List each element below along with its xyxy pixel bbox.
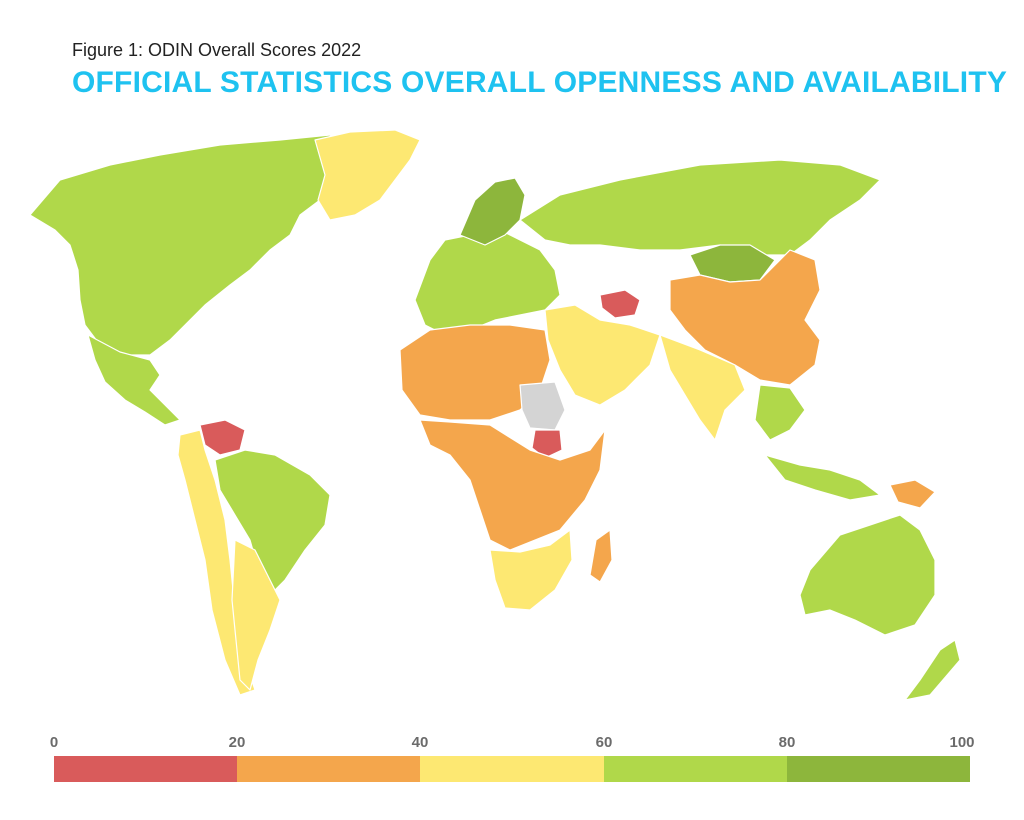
region-southern-cone[interactable] — [231, 539, 281, 691]
region-south-sudan[interactable] — [531, 429, 563, 459]
region-middle-east[interactable] — [544, 304, 661, 406]
legend-bin-20-40 — [237, 756, 421, 782]
region-venezuela[interactable] — [199, 419, 246, 456]
region-russia[interactable] — [519, 159, 881, 256]
legend-tick-label: 60 — [595, 734, 613, 751]
map-svg — [29, 129, 961, 701]
region-southeast-asia[interactable] — [754, 384, 881, 501]
legend-bin-40-60 — [420, 756, 604, 782]
region-greenland[interactable] — [314, 129, 421, 221]
region-southern-africa[interactable] — [489, 529, 573, 611]
region-papua-new-guinea[interactable] — [889, 479, 936, 509]
legend-color-bar — [54, 756, 971, 782]
region-north-america[interactable] — [29, 134, 351, 356]
world-choropleth-map — [0, 120, 1024, 720]
region-madagascar[interactable] — [589, 529, 613, 583]
region-new-zealand[interactable] — [904, 639, 961, 701]
legend-tick-label: 20 — [228, 734, 246, 751]
figure-label: Figure 1: ODIN Overall Scores 2022 — [72, 40, 362, 60]
legend-bin-80-100 — [786, 756, 971, 782]
region-australia[interactable] — [799, 514, 936, 636]
color-scale-legend: 0 20 40 60 80 100 — [50, 730, 975, 790]
region-mexico-central-america[interactable] — [87, 334, 181, 426]
legend-tick-label: 100 — [949, 734, 975, 751]
region-south-asia[interactable] — [659, 334, 746, 441]
region-sudan[interactable] — [519, 381, 566, 431]
region-brazil[interactable] — [214, 449, 331, 596]
region-china[interactable] — [669, 249, 821, 386]
map-title: OFFICIAL STATISTICS OVERALL OPENNESS AND… — [72, 66, 1008, 99]
legend-tick-label: 80 — [778, 734, 796, 751]
legend-bin-60-80 — [603, 756, 787, 782]
legend-tick-label: 40 — [411, 734, 429, 751]
legend-tick-label: 0 — [49, 734, 59, 751]
region-central-africa[interactable] — [419, 419, 606, 551]
region-western-europe[interactable] — [414, 229, 561, 336]
legend-bin-0-20 — [54, 756, 238, 782]
region-nordics[interactable] — [459, 177, 526, 246]
region-turkmenistan[interactable] — [599, 289, 641, 319]
